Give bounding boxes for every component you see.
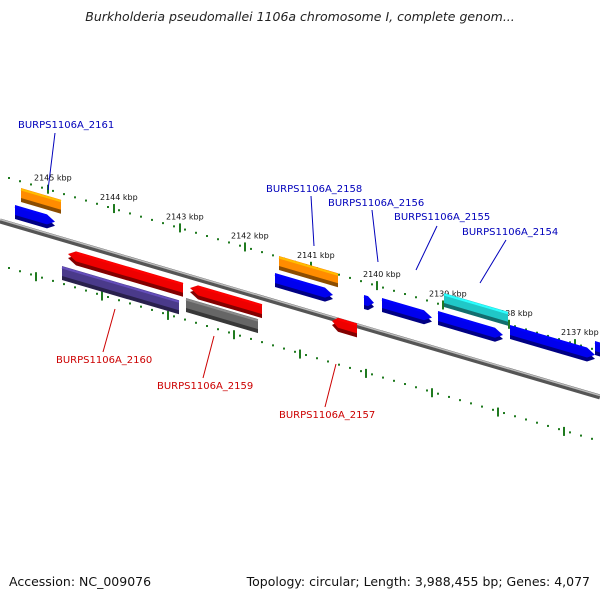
gene-blue-2154: [437, 311, 503, 342]
kbp-label: 2138 kbp: [495, 309, 533, 318]
accession-text: Accession: NC_009076: [9, 574, 152, 589]
kbp-label: 2144 kbp: [100, 193, 138, 202]
backbone-highlight: [0, 218, 600, 397]
genome-summary: Topology: circular; Length: 3,988,455 bp…: [246, 574, 590, 589]
lower-scale-line: [8, 267, 593, 440]
gene-label: BURPS1106A_2157: [279, 363, 375, 421]
gene-label: BURPS1106A_2154: [462, 227, 558, 284]
kbp-label: 2142 kbp: [231, 231, 269, 240]
chart-title: Burkholderia pseudomallei 1106a chromoso…: [85, 9, 515, 24]
gene-blue-2156: [363, 295, 374, 311]
backbone-shadow: [0, 218, 600, 400]
kbp-label: 2141 kbp: [297, 251, 335, 260]
gene-blue-2158: [274, 273, 333, 302]
kbp-label: 2143 kbp: [166, 212, 204, 221]
gene-label: BURPS1106A_2155: [394, 212, 490, 271]
gene-label: BURPS1106A_2159: [157, 335, 253, 392]
gene-label: BURPS1106A_2161: [18, 120, 114, 191]
svg-text:BURPS1106A_2159: BURPS1106A_2159: [157, 381, 253, 392]
gene-labels: BURPS1106A_2161 BURPS1106A_2158 BURPS1106A…: [18, 120, 558, 421]
gene-orange-2158: [278, 256, 339, 288]
kbp-label: 2145 kbp: [34, 174, 72, 183]
gene-orange-2161: [20, 188, 62, 214]
chromosome-backbone: [0, 218, 600, 400]
svg-text:BURPS1106A_2161: BURPS1106A_2161: [18, 120, 114, 131]
gene-red-2160: [68, 251, 184, 297]
gene-cyan-2155: [443, 293, 509, 326]
gene-purple-2160: [61, 266, 180, 315]
kbp-label: 2140 kbp: [363, 270, 401, 279]
kbp-ticks: 2145 kbp 2144 kbp 2143 kbp 2142 kbp 2141 kbp…: [8, 174, 599, 440]
svg-text:BURPS1106A_2157: BURPS1106A_2157: [279, 410, 375, 421]
gene-red-2159: [190, 285, 263, 319]
gene-label: BURPS1106A_2160: [56, 308, 152, 366]
svg-text:BURPS1106A_2154: BURPS1106A_2154: [462, 227, 558, 238]
gene-label: BURPS1106A_2158: [266, 184, 362, 247]
gene-label: BURPS1106A_2156: [328, 198, 424, 263]
gene-blue-edge: [594, 341, 600, 357]
svg-text:BURPS1106A_2160: BURPS1106A_2160: [56, 355, 152, 366]
kbp-label: 2139 kbp: [429, 289, 467, 298]
gene-red-2157: [332, 317, 358, 338]
svg-text:BURPS1106A_2155: BURPS1106A_2155: [394, 212, 490, 223]
gene-gray-2159: [185, 298, 259, 334]
gene-blue-2161: [14, 205, 55, 229]
svg-text:BURPS1106A_2158: BURPS1106A_2158: [266, 184, 362, 195]
kbp-label: 2137 kbp: [561, 328, 599, 337]
genes: [14, 188, 600, 362]
gene-blue-2153: [509, 325, 595, 362]
gene-blue-2155: [381, 298, 432, 325]
svg-text:BURPS1106A_2156: BURPS1106A_2156: [328, 198, 424, 209]
